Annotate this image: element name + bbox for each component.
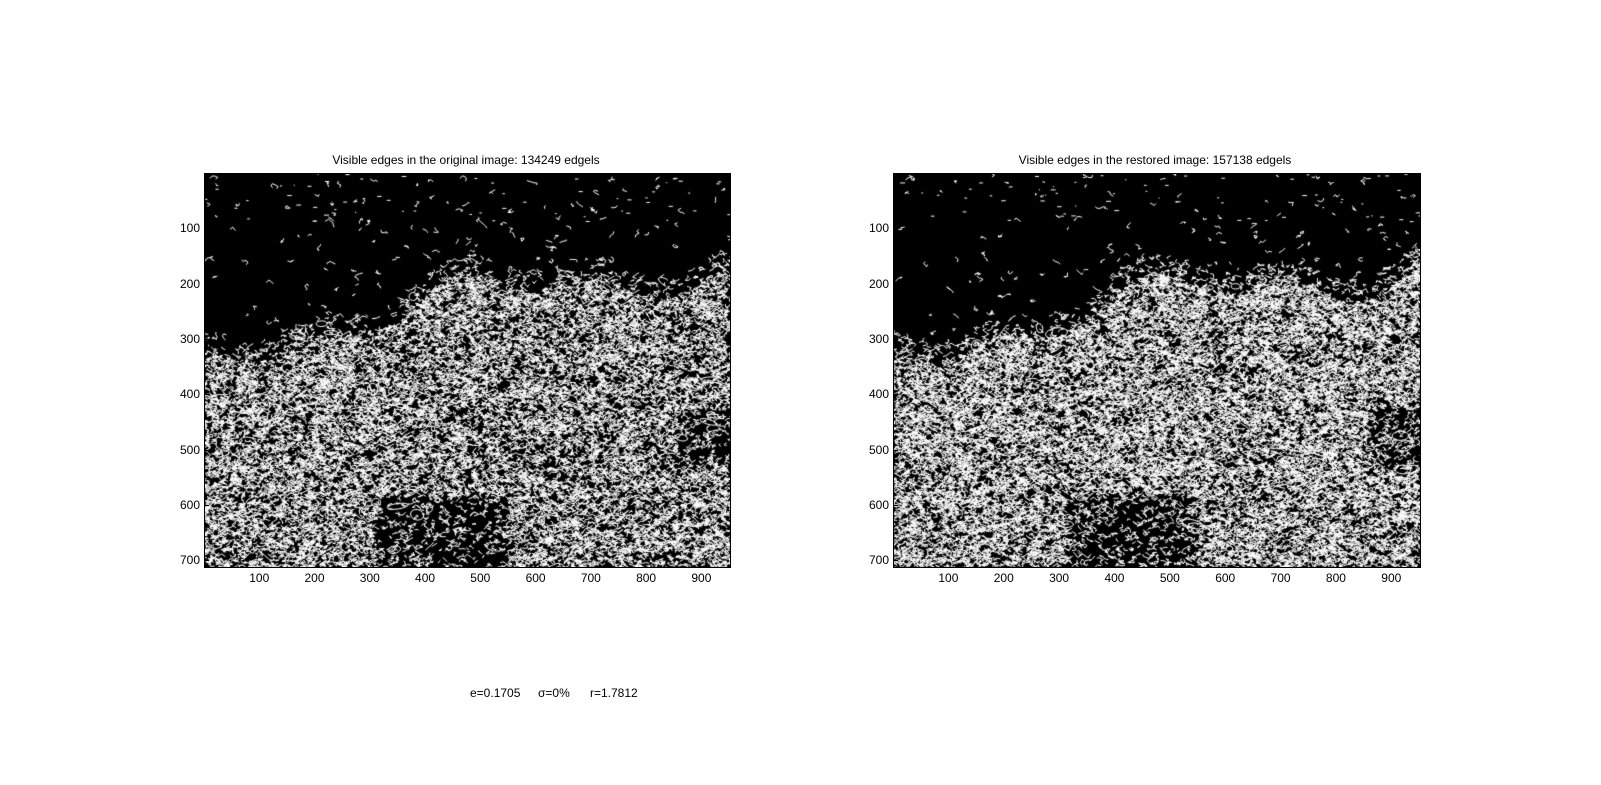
y-tick-mark-original	[205, 505, 209, 507]
y-tick-label-restored: 200	[868, 276, 889, 291]
y-tick-mark-original	[205, 228, 209, 230]
x-tick-label-restored: 300	[1049, 571, 1070, 585]
y-tick-label-original: 600	[179, 498, 200, 513]
y-tick-label-restored: 700	[868, 553, 889, 568]
x-tick-label-restored: 500	[1159, 571, 1180, 585]
footer-sigma-value: σ=0%	[538, 686, 570, 700]
x-tick-label-original: 400	[415, 571, 436, 585]
y-tick-mark-restored	[894, 505, 898, 507]
panel-title-original: Visible edges in the original image: 134…	[332, 153, 600, 167]
y-tick-label-original: 500	[179, 442, 200, 457]
y-tick-label-restored: 100	[868, 221, 889, 236]
y-tick-label-restored: 300	[868, 332, 889, 347]
x-tick-label-original: 200	[304, 571, 325, 585]
edge-map-restored-canvas	[894, 174, 1420, 567]
x-tick-label-original: 600	[525, 571, 546, 585]
x-tick-label-original: 500	[470, 571, 491, 585]
y-tick-label-restored: 600	[868, 498, 889, 513]
edge-map-restored-image	[893, 173, 1421, 568]
x-tick-label-original: 700	[580, 571, 601, 585]
x-tick-label-restored: 200	[993, 571, 1014, 585]
y-tick-mark-original	[205, 394, 209, 396]
y-tick-mark-restored	[894, 449, 898, 451]
x-tick-label-restored: 800	[1325, 571, 1346, 585]
y-tick-label-original: 200	[179, 276, 200, 291]
footer-r-value: r=1.7812	[590, 686, 638, 700]
y-tick-label-original: 700	[179, 553, 200, 568]
y-tick-mark-restored	[894, 339, 898, 341]
y-tick-label-restored: 400	[868, 387, 889, 402]
y-tick-mark-original	[205, 449, 209, 451]
y-tick-mark-restored	[894, 560, 898, 562]
edge-map-original-canvas	[205, 174, 730, 567]
y-tick-label-original: 100	[179, 221, 200, 236]
y-tick-mark-restored	[894, 283, 898, 285]
y-tick-mark-restored	[894, 394, 898, 396]
x-tick-label-original: 800	[636, 571, 657, 585]
y-tick-mark-original	[205, 283, 209, 285]
x-tick-label-restored: 700	[1270, 571, 1291, 585]
y-tick-label-original: 300	[179, 332, 200, 347]
x-tick-label-restored: 900	[1381, 571, 1402, 585]
footer-e-value: e=0.1705	[470, 686, 521, 700]
x-tick-label-original: 300	[359, 571, 380, 585]
x-tick-label-original: 100	[249, 571, 270, 585]
edge-map-original-image	[204, 173, 731, 568]
x-tick-label-original: 900	[691, 571, 712, 585]
y-tick-label-original: 400	[179, 387, 200, 402]
x-tick-label-restored: 400	[1104, 571, 1125, 585]
y-tick-mark-original	[205, 339, 209, 341]
x-tick-label-restored: 600	[1215, 571, 1236, 585]
y-tick-mark-original	[205, 560, 209, 562]
y-tick-label-restored: 500	[868, 442, 889, 457]
panel-title-restored: Visible edges in the restored image: 157…	[1018, 153, 1292, 167]
y-tick-mark-restored	[894, 228, 898, 230]
x-tick-label-restored: 100	[938, 571, 959, 585]
